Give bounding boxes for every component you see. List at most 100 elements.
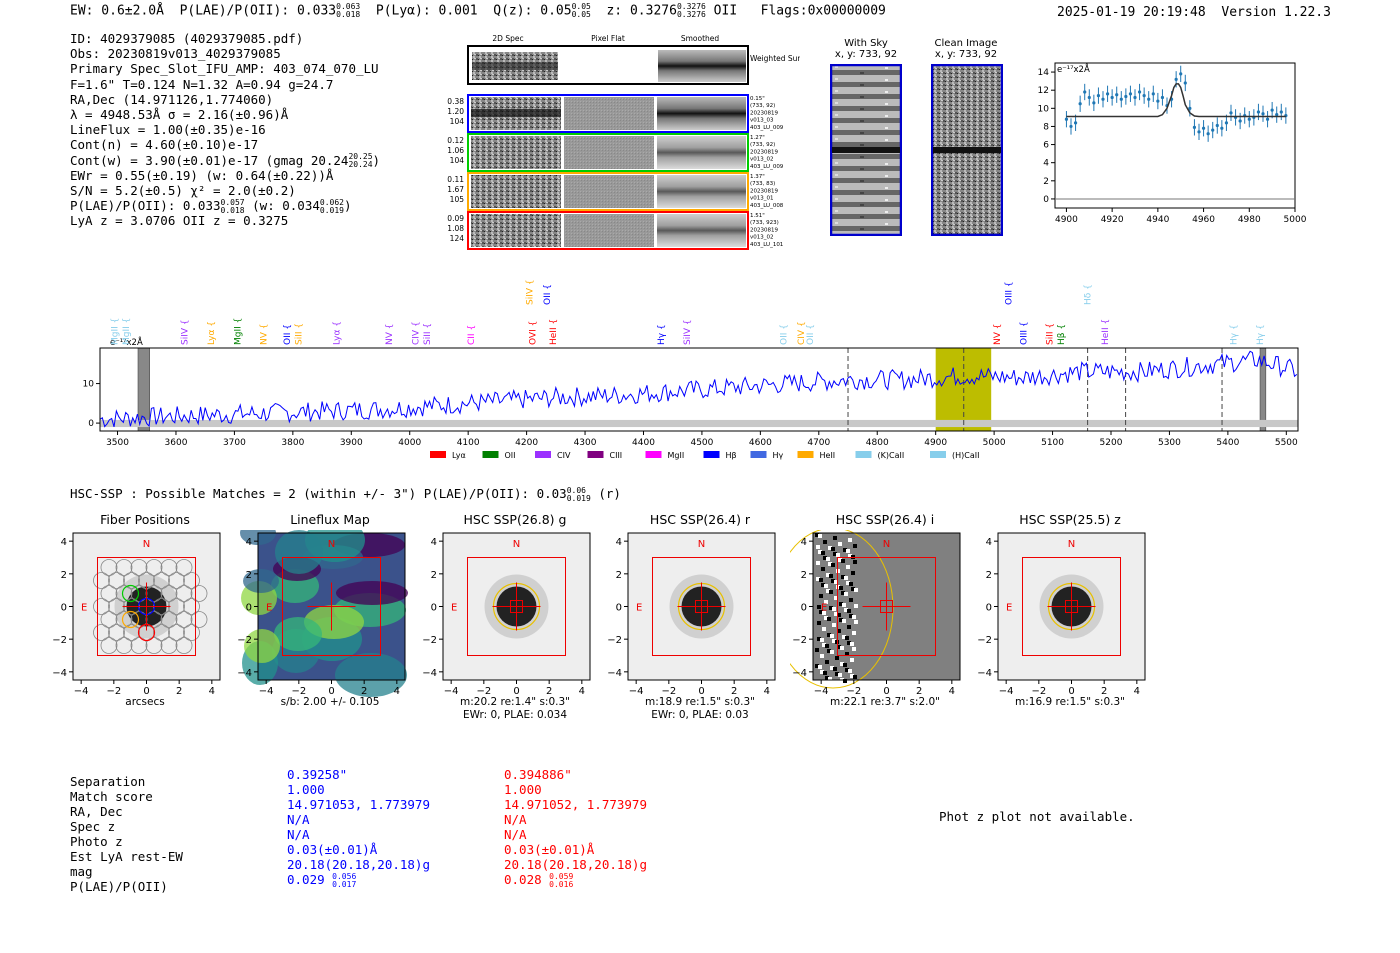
hsc-ytick-label: −4 bbox=[422, 668, 437, 679]
noise-pixel bbox=[828, 562, 832, 566]
north-label: N bbox=[698, 539, 705, 550]
hsc-xtick-label: 2 bbox=[1101, 686, 1107, 697]
fiber-circle bbox=[183, 624, 200, 641]
spectral-line-label: SiII { bbox=[295, 323, 305, 345]
cutout-row-right-label: 1.51" bbox=[750, 213, 765, 219]
fiber-circle bbox=[115, 637, 133, 654]
zoom-point bbox=[1069, 124, 1073, 129]
noise-pixel bbox=[829, 590, 833, 594]
cutout-row-2d-line bbox=[471, 109, 561, 117]
info-contw-end: ) bbox=[372, 152, 381, 168]
fiber-circle bbox=[145, 559, 163, 576]
spectral-line-label: Lyα { bbox=[207, 321, 217, 345]
east-label: E bbox=[81, 603, 87, 614]
spectral-line-label: MgII { bbox=[111, 318, 121, 345]
match2-separation: 0.394886" bbox=[504, 767, 572, 782]
hsc-xtick-label: −2 bbox=[291, 686, 306, 697]
fiber-green bbox=[121, 584, 140, 603]
cutout-row-left-label: 1.06 bbox=[447, 146, 464, 155]
cutout-row-right-label: 20230819 bbox=[750, 110, 778, 116]
hsc-xtick-label: 4 bbox=[949, 686, 955, 697]
match1-specz: N/A bbox=[287, 812, 310, 827]
legend-swatch bbox=[703, 451, 720, 458]
zoom-point bbox=[1197, 130, 1201, 134]
hsc-ytick-label: 0 bbox=[616, 603, 622, 614]
hsc-summary-lo: 0.019 bbox=[566, 493, 591, 503]
noise-pixel bbox=[842, 635, 846, 639]
noise-pixel bbox=[834, 580, 838, 584]
hsc-ytick-label: 2 bbox=[801, 570, 807, 581]
hsc-xtick-label: 0 bbox=[883, 686, 889, 697]
noise-pixel bbox=[847, 609, 851, 613]
hsc-xtick-label: 2 bbox=[361, 686, 367, 697]
header-qz-hi: 0.05 bbox=[571, 2, 591, 11]
cutout-row-left-label: 1.08 bbox=[447, 224, 464, 233]
info-plae-row: P(LAE)/P(OII): 0.033 0.057 0.018 (w: 0.034… bbox=[70, 198, 380, 214]
fiber-circle bbox=[183, 572, 200, 589]
hsc-panel-caption: m:22.1 re:3.7" s:2.0" bbox=[830, 696, 940, 708]
north-label: N bbox=[328, 539, 335, 550]
hsc-panel-caption: arcsecs bbox=[125, 696, 165, 708]
noise-pixel bbox=[822, 611, 826, 615]
hsc-ytick-label: 2 bbox=[246, 570, 252, 581]
zoom-fit-line bbox=[1066, 83, 1286, 118]
hsc-ytick-label: −4 bbox=[792, 668, 807, 679]
spectrum-xtick-label: 4800 bbox=[866, 438, 889, 448]
header-ew: EW: 0.6±2.0Å bbox=[70, 3, 164, 19]
fiber-circle bbox=[160, 637, 178, 654]
hsc-search-box bbox=[652, 557, 751, 656]
spectrum-xtick-label: 4000 bbox=[398, 438, 421, 448]
noise-pixel bbox=[825, 676, 829, 680]
zoom-point bbox=[1279, 110, 1283, 114]
hsc-xtick-label: 0 bbox=[1068, 686, 1074, 697]
spectrum-noise-band bbox=[100, 419, 1298, 428]
match2-photz: N/A bbox=[504, 827, 527, 842]
zoom-plot-frame bbox=[1054, 62, 1296, 209]
zoom-point bbox=[1206, 132, 1210, 136]
info-plae: P(LAE)/P(OII): 0.033 bbox=[70, 198, 221, 214]
clean-image bbox=[931, 64, 1003, 236]
noise-pixel bbox=[819, 610, 823, 614]
hsc-ytick-label: 0 bbox=[986, 603, 992, 614]
cutout-row-flat bbox=[564, 214, 654, 247]
header-right: 2025-01-19 20:19:48 Version 1.22.3 bbox=[1057, 5, 1331, 20]
spectrum-xtick-label: 4600 bbox=[749, 438, 772, 448]
noise-pixel bbox=[850, 658, 854, 662]
match1-plae-hi: 0.056 bbox=[332, 871, 357, 881]
spectral-line-label: HeII { bbox=[1101, 319, 1111, 345]
north-label: N bbox=[143, 539, 150, 550]
noise-pixel bbox=[846, 549, 850, 553]
legend-swatch bbox=[587, 451, 604, 458]
spectral-line-label: Hγ { bbox=[1256, 324, 1266, 345]
fiber-circle bbox=[100, 559, 118, 576]
info-lineflux: LineFlux = 1.00(±0.35)e-16 bbox=[70, 122, 266, 138]
fiber-circle bbox=[108, 572, 125, 589]
zoom-point bbox=[1211, 128, 1215, 132]
noise-pixel bbox=[853, 544, 857, 548]
spectral-line-label: Lyα { bbox=[333, 321, 343, 345]
noise-pixel bbox=[821, 551, 825, 555]
header-version: Version 1.22.3 bbox=[1221, 5, 1331, 20]
hsc-ytick-label: 4 bbox=[61, 537, 67, 548]
north-label: N bbox=[883, 539, 890, 550]
fiber-orange bbox=[121, 610, 140, 629]
with-sky-xy: x, y: 733, 92 bbox=[834, 49, 898, 60]
noise-pixel bbox=[854, 604, 858, 608]
hsc-ytick-label: −4 bbox=[52, 668, 67, 679]
spectrum-xtick-label: 4200 bbox=[515, 438, 538, 448]
noise-pixel bbox=[853, 560, 857, 564]
fiber-circle bbox=[168, 624, 185, 641]
noise-pixel bbox=[833, 536, 837, 540]
hsc-panel-caption: s/b: 2.00 +/- 0.105 bbox=[280, 696, 380, 708]
noise-pixel bbox=[821, 567, 825, 571]
zoom-point bbox=[1256, 110, 1261, 114]
match2-score: 1.000 bbox=[504, 782, 542, 797]
match2-specz: N/A bbox=[504, 812, 527, 827]
fiber-circle bbox=[145, 637, 163, 654]
noise-pixel bbox=[833, 667, 837, 671]
header-line: EW: 0.6±2.0Å P(LAE)/P(OII): 0.033 0.063 0.… bbox=[70, 3, 886, 19]
noise-pixel bbox=[841, 559, 845, 563]
spectrum-xtick-label: 4300 bbox=[574, 438, 597, 448]
cutout-row-right-label: 1.27" bbox=[750, 135, 765, 141]
spectral-line-label: Hδ { bbox=[1084, 284, 1094, 305]
